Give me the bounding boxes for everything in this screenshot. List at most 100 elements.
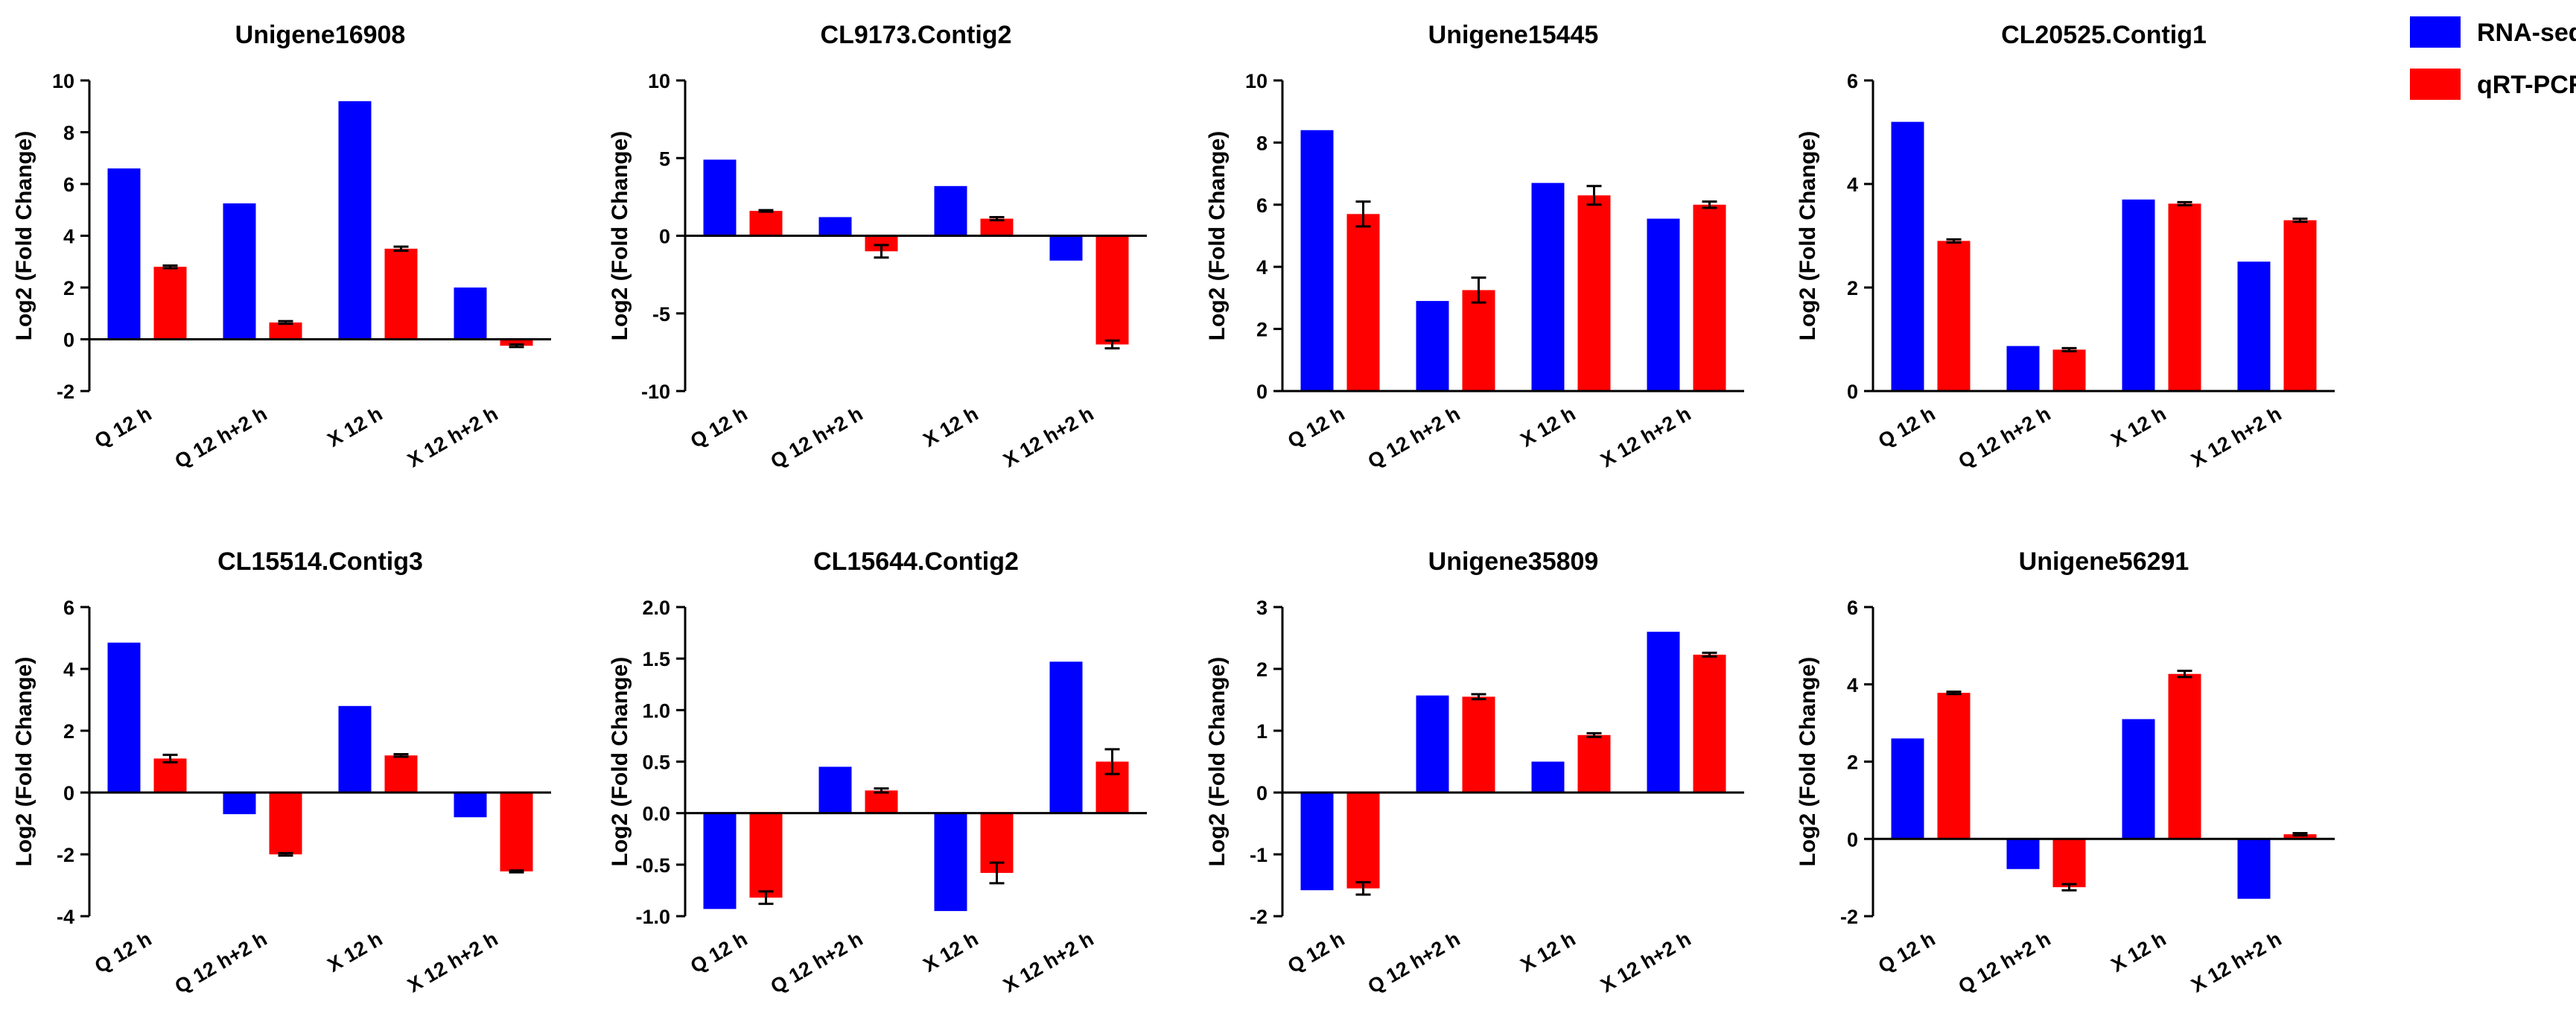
x-tick-label: Q 12 h — [1284, 402, 1348, 452]
x-tick-label: X 12 h+2 h — [2187, 402, 2285, 472]
bar-qrt-pcr-q-12-h — [153, 758, 187, 793]
y-tick-label: 1.5 — [642, 648, 670, 670]
chart-title: Unigene56291 — [2019, 547, 2189, 576]
y-axis-label: Log2 (Fold Change) — [608, 657, 632, 867]
bar-rna-seq-x-12-h — [934, 813, 967, 912]
bar-rna-seq-x-12-h-2-h — [1647, 632, 1680, 793]
y-tick-label: 10 — [52, 70, 74, 92]
y-tick-label: 4 — [63, 226, 74, 248]
x-tick-label: X 12 h — [2108, 927, 2170, 977]
error-bar-qrt-pcr-x-12-h — [989, 861, 1005, 885]
x-tick-label: X 12 h+2 h — [1597, 927, 1694, 997]
bar-rna-seq-q-12-h — [107, 168, 141, 340]
legend-swatch-rna-seq — [2410, 16, 2461, 48]
y-tick-label: 6 — [1256, 194, 1268, 217]
bar-qrt-pcr-q-12-h-2-h — [865, 235, 898, 252]
chart-unigene56291: Unigene56291 Log2 (Fold Change) -2 0 2 4 6 Q 12… — [1796, 547, 2335, 998]
bar-rna-seq-q-12-h-2-h — [2006, 346, 2040, 391]
x-tick-label: X 12 h+2 h — [404, 927, 501, 997]
bar-qrt-pcr-q-12-h — [749, 813, 783, 898]
bar-rna-seq-q-12-h-2-h — [223, 203, 256, 340]
bar-rna-seq-x-12-h — [338, 101, 372, 340]
bar-rna-seq-q-12-h-2-h — [2006, 839, 2040, 869]
bar-qrt-pcr-x-12-h — [384, 248, 418, 340]
y-tick-label: 0 — [63, 329, 74, 352]
bar-rna-seq-x-12-h-2-h — [2237, 839, 2271, 899]
y-axis-label: Log2 (Fold Change) — [12, 131, 36, 341]
bar-rna-seq-q-12-h — [703, 813, 737, 909]
y-tick-label: -0.5 — [635, 854, 670, 877]
y-axis-label: Log2 (Fold Change) — [12, 657, 36, 867]
bar-qrt-pcr-q-12-h — [153, 267, 187, 340]
error-bar-qrt-pcr-q-12-h-2-h — [1471, 693, 1486, 701]
y-tick-label: 10 — [648, 70, 670, 92]
y-tick-label: 2.0 — [642, 597, 670, 619]
chart-title: Unigene35809 — [1428, 547, 1599, 576]
y-tick-label: 8 — [1256, 132, 1268, 154]
y-tick-label: 0.0 — [642, 803, 670, 825]
y-tick-label: 5 — [659, 147, 670, 170]
y-tick-label: 4 — [1256, 256, 1268, 279]
bar-qrt-pcr-q-12-h-2-h — [1462, 290, 1495, 391]
x-tick-label: X 12 h — [1517, 927, 1580, 977]
y-tick-label: 6 — [63, 174, 74, 196]
y-tick-label: 2 — [63, 720, 74, 743]
bar-rna-seq-q-12-h-2-h — [1416, 695, 1449, 793]
y-tick-label: 0 — [63, 782, 74, 804]
bar-qrt-pcr-q-12-h-2-h — [269, 322, 302, 340]
bar-rna-seq-x-12-h — [934, 185, 967, 236]
x-tick-label: Q 12 h+2 h — [1364, 402, 1464, 473]
error-bar-qrt-pcr-x-12-h-2-h — [509, 869, 524, 874]
bar-rna-seq-x-12-h — [2122, 199, 2155, 391]
y-tick-label: 0 — [1847, 828, 1858, 851]
y-tick-label: 4 — [1847, 674, 1858, 696]
x-tick-label: Q 12 h+2 h — [1364, 927, 1464, 998]
bar-qrt-pcr-q-12-h — [1346, 793, 1380, 889]
error-bar-qrt-pcr-x-12-h-2-h — [1702, 651, 1717, 658]
bar-rna-seq-x-12-h-2-h — [454, 793, 487, 818]
y-tick-label: 2 — [63, 277, 74, 299]
error-bar-qrt-pcr-x-12-h-2-h — [1702, 200, 1717, 209]
x-tick-label: X 12 h+2 h — [1597, 402, 1694, 472]
error-bar-qrt-pcr-q-12-h — [758, 209, 774, 213]
chart-cl15514-contig3: CL15514.Contig3 Log2 (Fold Change) -4 -2 0 2 4… — [12, 547, 551, 998]
bar-qrt-pcr-x-12-h — [384, 755, 418, 793]
error-bar-qrt-pcr-x-12-h — [989, 215, 1005, 222]
y-tick-label: -4 — [57, 906, 74, 928]
bar-qrt-pcr-q-12-h — [749, 211, 783, 236]
error-bar-qrt-pcr-q-12-h — [162, 264, 178, 270]
bar-qrt-pcr-x-12-h — [980, 218, 1014, 236]
y-tick-label: -1.0 — [635, 906, 670, 928]
x-tick-label: X 12 h — [920, 927, 982, 977]
bar-qrt-pcr-q-12-h-2-h — [2052, 349, 2086, 391]
bar-rna-seq-x-12-h-2-h — [1049, 661, 1083, 813]
bar-rna-seq-q-12-h — [107, 642, 141, 793]
y-tick-label: -5 — [652, 303, 670, 326]
y-tick-label: 10 — [1245, 70, 1268, 92]
error-bar-qrt-pcr-x-12-h-2-h — [1104, 339, 1120, 350]
error-bar-qrt-pcr-q-12-h-2-h — [874, 787, 889, 794]
y-tick-label: 0 — [1256, 782, 1268, 804]
bar-rna-seq-x-12-h-2-h — [1049, 235, 1083, 261]
error-bar-qrt-pcr-q-12-h — [1946, 690, 1962, 696]
error-bar-qrt-pcr-x-12-h — [393, 245, 409, 253]
x-tick-label: X 12 h — [324, 927, 387, 977]
x-tick-label: X 12 h — [920, 402, 982, 451]
bar-qrt-pcr-x-12-h — [1577, 734, 1611, 793]
error-bar-qrt-pcr-x-12-h — [2177, 200, 2192, 206]
y-tick-label: 1.0 — [642, 699, 670, 722]
x-tick-label: Q 12 h — [1874, 927, 1939, 977]
bar-qrt-pcr-x-12-h-2-h — [1095, 235, 1129, 345]
error-bar-qrt-pcr-q-12-h-2-h — [874, 244, 889, 259]
x-tick-label: Q 12 h+2 h — [1955, 927, 2055, 998]
bar-qrt-pcr-q-12-h-2-h — [2052, 839, 2086, 888]
x-tick-label: Q 12 h — [687, 402, 751, 452]
y-axis-label: Log2 (Fold Change) — [608, 131, 632, 341]
chart-title: CL15514.Contig3 — [217, 547, 423, 576]
bar-rna-seq-q-12-h-2-h — [818, 766, 852, 813]
bar-rna-seq-x-12-h-2-h — [454, 288, 487, 340]
x-tick-label: X 12 h — [1517, 402, 1580, 451]
chart-unigene15445: Unigene15445 Log2 (Fold Change) 0 2 4 6 8 10 Q 1… — [1205, 21, 1744, 473]
